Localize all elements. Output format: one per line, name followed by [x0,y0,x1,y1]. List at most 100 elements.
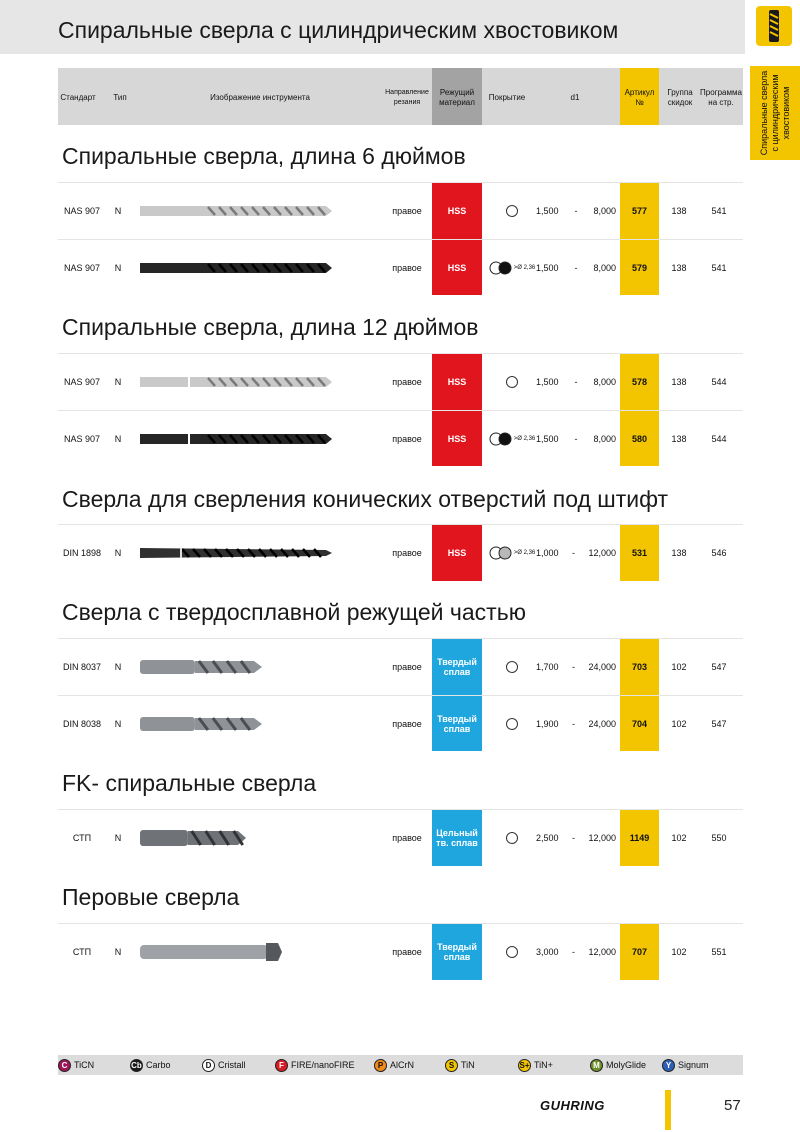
article-number-link[interactable]: 707 [631,947,648,957]
header-d1: d1 [570,93,580,102]
legend-item: D Cristall [202,1055,246,1075]
coating-badge-icon: M [590,1058,603,1072]
legend-label: Signum [678,1060,709,1070]
cutting-direction-cell: правое [392,719,422,729]
article-number-link[interactable]: 531 [631,548,648,558]
cutting-material-cell: Твердый сплав [437,657,477,677]
coating-symbol [506,718,518,730]
cutting-direction-cell: правое [392,833,422,843]
article-number-link[interactable]: 1149 [629,833,650,843]
diameter-dash: - [574,206,578,216]
coating-cell [482,354,542,410]
diameter-to: 8,000 [593,377,616,387]
article-number-link[interactable]: 577 [631,206,648,216]
cutting-material-cell: HSS [447,548,467,558]
section-title: Спиральные сверла, длина 12 дюймов [62,314,479,340]
article-number-link[interactable]: 704 [631,719,648,729]
article-number-link[interactable]: 578 [631,377,648,387]
diameter-to: 24,000 [588,662,616,672]
coating-symbol: >Ø 2,36 [489,261,536,275]
brand-strip [665,1090,671,1130]
type-cell: N [114,434,122,444]
discount-group-cell: 102 [671,719,687,729]
legend-item: Y Signum [662,1055,709,1075]
discount-group-cell: 102 [671,662,687,672]
program-page-link[interactable]: 550 [711,833,727,843]
type-cell: N [114,377,122,387]
program-page-link[interactable]: 547 [711,662,727,672]
coating-symbol [506,376,518,388]
side-tab[interactable]: Спиральные сверла с цилиндрическим хвост… [750,66,800,160]
coating-cell [482,810,542,866]
diameter-from: 1,500 [536,434,559,444]
diameter-to: 8,000 [593,263,616,273]
coating-cell: >Ø 2,36 [482,525,542,581]
diameter-to: 8,000 [593,206,616,216]
header-tool-image: Изображение инструмента [210,93,310,102]
uncoated-circle-icon [506,832,518,844]
uncoated-circle-icon [506,946,518,958]
article-number-link[interactable]: 580 [631,434,648,444]
row-separator [58,182,743,183]
section-title: Перовые сверла [62,884,240,910]
legend-item: M MolyGlide [590,1055,646,1075]
standard-cell: NAS 907 [63,434,101,444]
header-type: Тип [113,93,127,102]
coating-cell: >Ø 2,36 [482,411,542,467]
diameter-dash: - [572,947,575,957]
program-page-link[interactable]: 541 [711,206,727,216]
coating-cell [482,639,542,695]
coating-symbol [506,946,518,958]
cutting-direction-cell: правое [392,263,422,273]
standard-cell: NAS 907 [63,377,101,387]
diameter-from: 1,000 [536,548,559,558]
diameter-from: 3,000 [536,947,559,957]
coating-diameter-note: >Ø 2,36 [513,549,536,556]
article-number-link[interactable]: 579 [631,263,648,273]
material-column-header [432,68,482,125]
program-page-link[interactable]: 551 [711,947,727,957]
program-page-link[interactable]: 547 [711,719,727,729]
coating-badge-icon: P [374,1058,387,1072]
coating-diameter-note: >Ø 2,36 [513,264,536,271]
row-separator [58,695,743,696]
cutting-material-cell: HSS [447,263,467,273]
type-cell: N [114,833,122,843]
steam-treated-icon [489,261,512,275]
legend-label: TiN+ [534,1060,553,1070]
coating-badge-icon: Cb [130,1058,143,1072]
header-program: Программа на стр. [700,88,742,107]
article-number-link[interactable]: 703 [631,662,648,672]
material-color-block [432,924,482,980]
header-direction: Направление резания [385,89,429,106]
coating-badge-icon: F [275,1058,288,1072]
discount-group-cell: 138 [671,377,687,387]
diameter-range-cell: 1,500 - 8,000 [536,240,616,296]
diameter-dash: - [572,833,575,843]
uncoated-circle-icon [506,205,518,217]
legend-item: S+ TiN+ [518,1055,553,1075]
article-column-header [620,68,659,125]
row-separator [58,410,743,411]
program-page-link[interactable]: 544 [711,377,727,387]
diameter-to: 24,000 [588,719,616,729]
side-tab-line: хвостовиком [780,86,791,140]
program-page-link[interactable]: 546 [711,548,727,558]
brand-logo: GUHRING [540,1098,605,1113]
header-coating: Покрытие [488,93,526,102]
program-page-link[interactable]: 541 [711,263,727,273]
legend-label: AlCrN [390,1060,414,1070]
page-title: Спиральные сверла с цилиндрическим хвост… [58,17,619,43]
diameter-from: 1,500 [536,377,559,387]
program-page-link[interactable]: 544 [711,434,727,444]
coating-badge-icon: S+ [518,1058,531,1072]
